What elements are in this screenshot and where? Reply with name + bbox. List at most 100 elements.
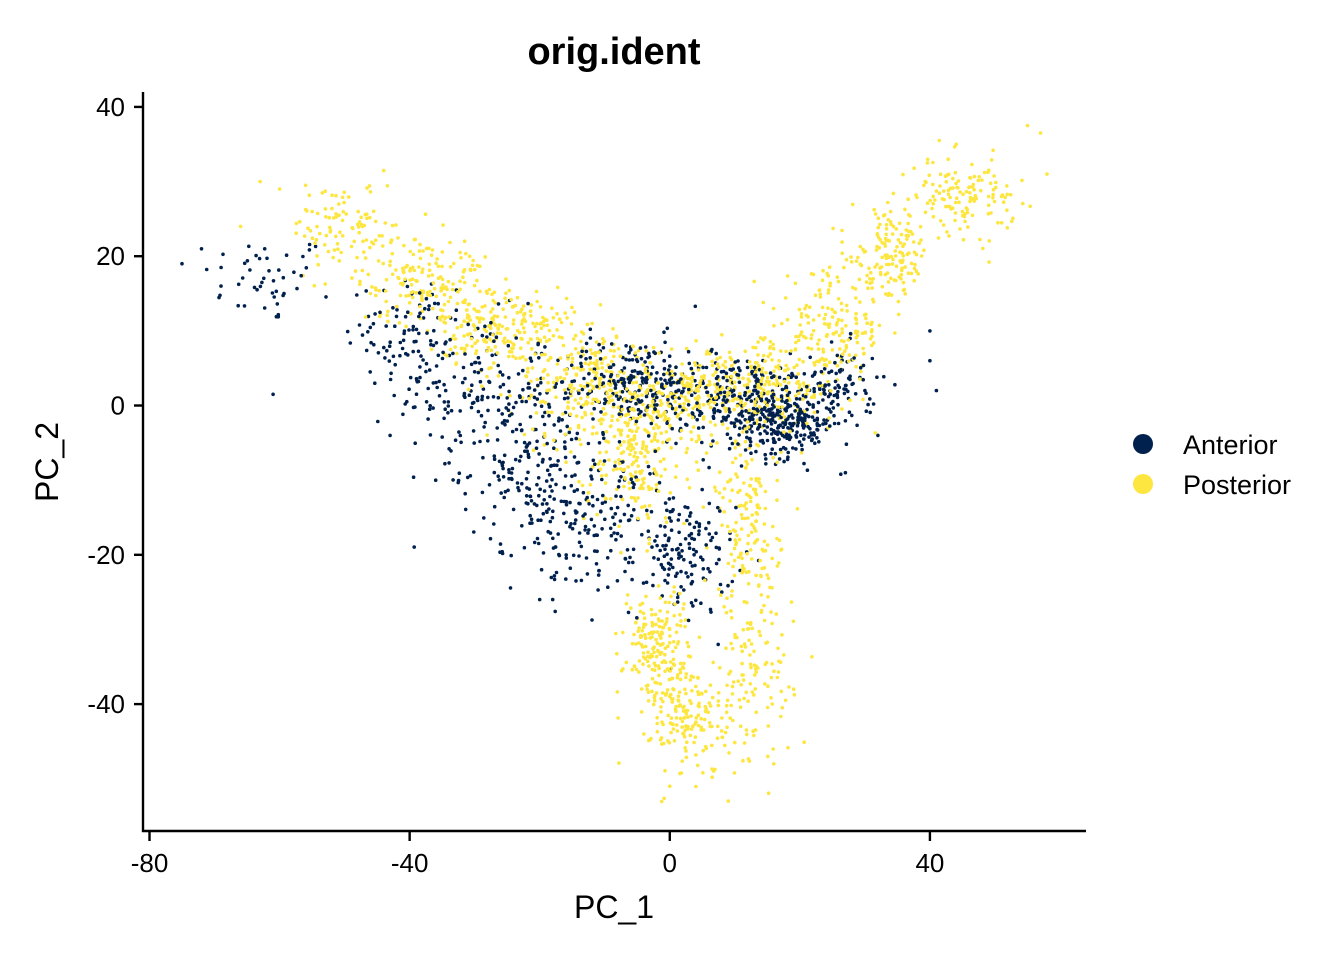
data-point-posterior [792, 365, 796, 370]
data-point-posterior [761, 337, 766, 342]
data-point-posterior [806, 346, 810, 350]
y-tick-label: -20 [87, 540, 125, 570]
data-point-posterior [1000, 193, 1005, 197]
data-point-posterior [582, 428, 587, 432]
data-point-anterior [516, 372, 521, 376]
data-point-posterior [818, 295, 823, 299]
data-point-posterior [390, 272, 395, 277]
data-point-posterior [571, 366, 576, 370]
data-point-anterior [842, 387, 846, 391]
data-point-anterior [799, 433, 803, 438]
data-point-anterior [611, 402, 616, 407]
data-point-anterior [529, 359, 534, 363]
data-point-posterior [648, 738, 652, 742]
data-point-anterior [613, 381, 617, 386]
data-point-anterior [502, 419, 507, 423]
data-point-posterior [942, 197, 946, 202]
data-point-posterior [755, 397, 759, 401]
data-point-posterior [859, 263, 864, 268]
data-point-posterior [760, 370, 764, 374]
data-point-anterior [245, 259, 250, 263]
data-point-posterior [724, 646, 728, 650]
data-point-posterior [643, 454, 647, 459]
data-point-posterior [992, 174, 996, 178]
data-point-posterior [918, 224, 923, 229]
data-point-posterior [749, 530, 754, 535]
data-point-anterior [678, 542, 683, 547]
data-point-posterior [401, 269, 406, 274]
data-point-anterior [694, 549, 698, 554]
data-point-posterior [734, 472, 738, 476]
data-point-posterior [409, 283, 414, 287]
data-point-posterior [650, 624, 655, 628]
x-tick-label: -40 [391, 848, 429, 878]
data-point-posterior [588, 361, 593, 365]
data-point-anterior [934, 388, 939, 393]
data-point-anterior [574, 579, 578, 583]
data-point-posterior [529, 379, 533, 384]
data-point-posterior [576, 425, 581, 430]
data-point-posterior [680, 725, 684, 729]
data-point-posterior [635, 416, 640, 421]
data-point-posterior [663, 768, 667, 773]
data-point-posterior [531, 321, 535, 326]
data-point-anterior [437, 394, 442, 398]
data-point-posterior [762, 603, 766, 608]
data-point-anterior [622, 383, 626, 388]
data-point-anterior [271, 392, 275, 397]
data-point-anterior [475, 395, 480, 400]
data-point-posterior [844, 257, 849, 262]
data-point-posterior [568, 385, 572, 390]
data-point-posterior [659, 414, 663, 418]
data-point-posterior [632, 408, 637, 413]
data-point-posterior [765, 403, 769, 408]
data-point-posterior [694, 784, 698, 789]
data-point-posterior [735, 533, 739, 538]
data-point-posterior [841, 352, 845, 357]
data-point-anterior [456, 478, 461, 483]
data-point-anterior [503, 489, 508, 494]
data-point-posterior [555, 285, 560, 290]
data-point-posterior [687, 486, 692, 490]
data-point-posterior [870, 328, 874, 332]
data-point-posterior [730, 684, 735, 689]
data-point-anterior [524, 399, 528, 404]
data-point-anterior [800, 447, 804, 452]
data-point-anterior [607, 365, 612, 370]
data-point-anterior [765, 431, 769, 436]
data-point-posterior [561, 412, 565, 416]
data-point-anterior [536, 541, 541, 546]
data-point-posterior [431, 281, 436, 285]
data-point-posterior [744, 501, 748, 505]
data-point-posterior [635, 455, 640, 460]
data-point-posterior [724, 374, 729, 379]
data-point-anterior [369, 340, 373, 345]
data-point-posterior [880, 284, 885, 289]
data-point-posterior [306, 226, 310, 230]
data-point-anterior [802, 422, 806, 427]
data-point-posterior [298, 219, 302, 224]
data-point-posterior [974, 196, 979, 201]
data-point-anterior [706, 566, 710, 571]
data-point-anterior [467, 393, 472, 398]
data-point-posterior [698, 381, 702, 385]
data-point-posterior [771, 346, 776, 351]
data-point-posterior [643, 633, 647, 637]
data-point-posterior [821, 350, 826, 354]
data-point-anterior [709, 538, 713, 543]
data-point-posterior [430, 248, 435, 252]
data-point-posterior [709, 399, 713, 404]
data-point-posterior [595, 364, 599, 369]
data-point-posterior [541, 376, 546, 381]
data-point-posterior [566, 400, 570, 405]
data-point-posterior [740, 649, 744, 654]
data-point-posterior [440, 264, 444, 269]
data-point-posterior [693, 404, 698, 408]
data-point-posterior [894, 227, 899, 231]
data-point-anterior [770, 396, 775, 400]
data-point-posterior [535, 321, 539, 326]
data-point-anterior [730, 579, 735, 584]
data-point-anterior [242, 304, 247, 308]
data-point-posterior [748, 548, 753, 552]
data-point-posterior [485, 374, 489, 379]
